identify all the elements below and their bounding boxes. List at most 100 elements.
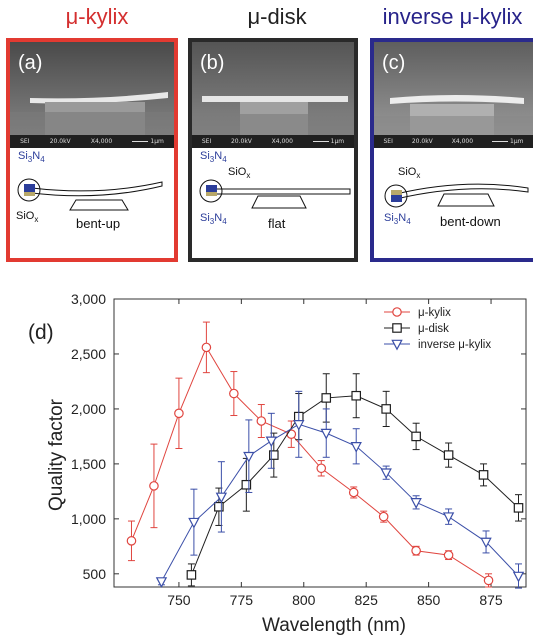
schematic-inverse-kylix: SiOx Si3N4 bent-down <box>374 148 533 258</box>
series-line <box>161 423 519 582</box>
panel-letter-a: (a) <box>18 52 43 74</box>
data-point <box>243 451 255 463</box>
scale-bar <box>492 141 509 142</box>
sem-magnification: X4,000 <box>271 138 293 145</box>
x-tick-label: 800 <box>292 592 316 608</box>
data-point <box>188 517 200 529</box>
sem-detector: SEI <box>201 138 212 145</box>
x-tick-label: 825 <box>355 592 379 608</box>
panel-title-inverse-kylix: inverse μ-kylix <box>382 4 523 29</box>
sem-micrograph <box>374 42 533 148</box>
schematic-drawing <box>384 183 529 208</box>
legend-marker <box>392 323 402 333</box>
y-tick-label: 500 <box>83 566 107 582</box>
data-point <box>293 420 305 431</box>
y-tick-label: 3,000 <box>71 291 106 307</box>
label-si3n4-bottom: Si3N4 <box>200 212 227 227</box>
data-point <box>321 393 332 403</box>
sem-caption: SEI 20.0kV X4,000 1μm <box>374 135 533 148</box>
panel-title-kylix: μ-kylix <box>65 4 129 29</box>
sem-scale: 1μm <box>132 138 164 145</box>
data-point <box>480 537 492 549</box>
data-point <box>201 342 212 353</box>
panel-letter-c: (c) <box>382 52 406 74</box>
data-point <box>215 492 228 504</box>
data-point <box>411 545 421 556</box>
sem-caption: SEI 20.0kV X4,000 1μm <box>192 135 354 148</box>
y-tick-label: 1,000 <box>71 511 106 527</box>
data-point <box>269 450 279 460</box>
label-si3n4-bottom: Si3N4 <box>384 212 411 227</box>
schematic-drawing <box>199 179 351 209</box>
schematic-kylix: Si3N4 SiOx bent-up <box>10 148 174 258</box>
panel-disk: (b) SEI 20.0kV X4,000 1μm Si3N4 SiOx Si3… <box>188 38 358 262</box>
x-tick-label: 850 <box>417 592 441 608</box>
data-point <box>350 441 362 453</box>
sem-voltage: 20.0kV <box>230 138 252 145</box>
sem-scale: 1μm <box>312 138 344 145</box>
x-tick-label: 875 <box>479 592 503 608</box>
data-point <box>381 404 391 414</box>
data-point <box>513 503 524 513</box>
sem-magnification: X4,000 <box>90 138 113 145</box>
series-2 <box>155 390 525 589</box>
data-point <box>443 450 454 460</box>
sem-scale-text: 1μm <box>150 138 164 145</box>
data-point <box>442 512 455 524</box>
sem-micrograph <box>192 42 354 148</box>
data-point <box>411 431 421 442</box>
panel-kylix: (a) SEI 20.0kV X4,000 1μm Si3N4 SiOx ben… <box>6 38 178 262</box>
state-label-bent-down: bent-down <box>440 214 501 229</box>
sem-scale: 1μm <box>492 138 524 145</box>
sem-voltage: 20.0kV <box>49 138 71 145</box>
legend-label: inverse μ-kylix <box>418 339 491 351</box>
label-siox: SiOx <box>228 166 251 181</box>
sem-image-disk: (b) SEI 20.0kV X4,000 1μm <box>192 42 354 148</box>
data-point <box>410 498 422 509</box>
x-tick-label: 750 <box>167 592 191 608</box>
data-point <box>351 390 362 401</box>
sem-scale-text: 1μm <box>510 138 524 145</box>
state-label-flat: flat <box>268 216 286 231</box>
x-axis-title: Wavelength (nm) <box>262 615 406 636</box>
y-tick-label: 2,000 <box>71 401 106 417</box>
plot-frame <box>113 298 527 588</box>
label-siox: SiOx <box>16 210 39 225</box>
y-axis-title: Quality factor <box>46 398 67 511</box>
data-point <box>478 470 489 480</box>
x-tick-label: 775 <box>230 592 254 608</box>
legend-marker <box>392 307 402 317</box>
data-point <box>348 487 359 498</box>
panel-inverse-kylix: (c) SEI 20.0kV X4,000 1μm SiOx Si3N4 ben… <box>370 38 533 262</box>
label-si3n4-top: Si3N4 <box>18 150 45 165</box>
legend-label: μ-disk <box>418 323 449 335</box>
series-0 <box>126 321 494 588</box>
scale-bar <box>132 141 149 142</box>
schematic-drawing <box>17 178 163 211</box>
data-point <box>316 463 327 474</box>
legend-marker <box>391 339 403 351</box>
series-line <box>131 346 489 581</box>
data-point <box>265 436 278 448</box>
data-point <box>483 575 494 586</box>
sem-detector: SEI <box>383 138 393 145</box>
panel-letter-d: (d) <box>28 321 54 344</box>
data-point <box>380 468 392 480</box>
data-point <box>512 571 525 583</box>
data-point <box>241 479 252 490</box>
data-point <box>214 501 224 512</box>
sem-caption: SEI 20.0kV X4,000 1μm <box>10 135 174 148</box>
data-point <box>378 511 389 522</box>
data-point <box>286 429 297 440</box>
series-line <box>190 395 519 576</box>
label-siox: SiOx <box>398 166 421 181</box>
legend-label: μ-kylix <box>418 307 451 319</box>
data-point <box>126 536 137 546</box>
label-si3n4-top: Si3N4 <box>200 150 227 165</box>
data-point <box>229 388 239 399</box>
sem-image-inverse-kylix: (c) SEI 20.0kV X4,000 1μm <box>374 42 533 148</box>
sem-micrograph <box>10 42 174 148</box>
data-point <box>443 550 454 560</box>
sem-voltage: 20.0kV <box>411 138 433 145</box>
quality-factor-chart: 750 775 800 825 850 875 500 1,000 1,500 2,000 2,50… <box>28 291 527 636</box>
